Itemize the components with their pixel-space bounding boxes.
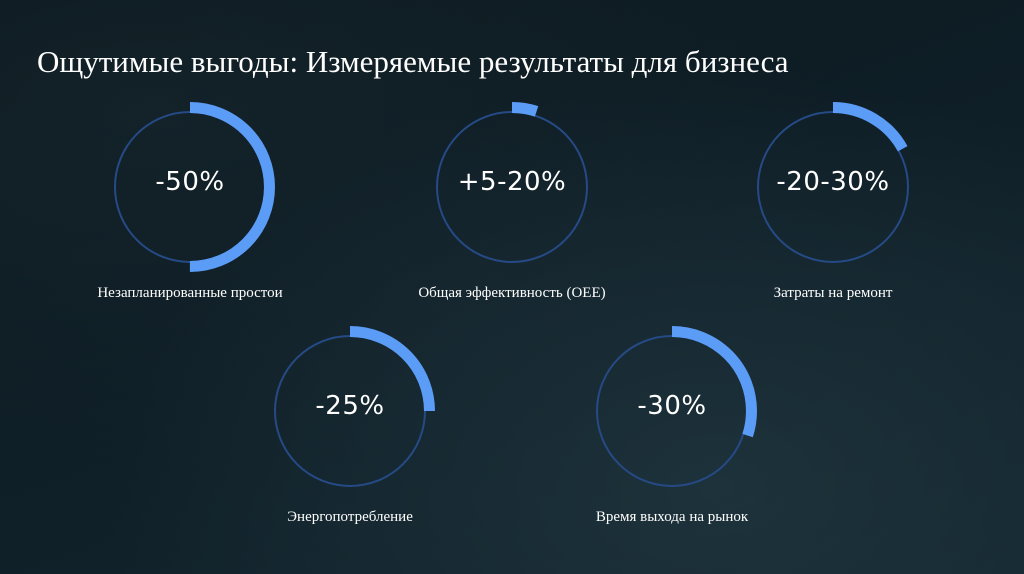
slide-title: Ощутимые выгоды: Измеряемые результаты д… bbox=[37, 44, 789, 79]
ring-fill bbox=[748, 102, 918, 272]
progress-ring bbox=[587, 326, 757, 496]
metric-value: -20-30% bbox=[776, 167, 890, 197]
metric-gauge-energy: -25% Энергопотребление bbox=[240, 326, 460, 531]
metric-label: Незапланированные простои bbox=[97, 285, 283, 301]
metric-gauge-repair-costs: -20-30% Затраты на ремонт bbox=[723, 102, 943, 307]
ring-fill bbox=[427, 102, 597, 272]
progress-ring bbox=[427, 102, 597, 272]
ring-fill bbox=[265, 326, 435, 496]
metric-value: -25% bbox=[315, 391, 385, 421]
metric-label: Время выхода на рынок bbox=[595, 509, 749, 525]
progress-ring bbox=[265, 326, 435, 496]
progress-ring bbox=[748, 102, 918, 272]
metric-label: Общая эффективность (OEE) bbox=[418, 285, 606, 301]
ring-fill bbox=[587, 326, 757, 496]
progress-ring bbox=[105, 102, 275, 272]
metric-value: +5-20% bbox=[457, 167, 567, 197]
metric-gauge-oee: +5-20% Общая эффективность (OEE) bbox=[402, 102, 622, 307]
metric-gauge-time-to-market: -30% Время выхода на рынок bbox=[562, 326, 782, 531]
metric-gauge-downtime: -50% Незапланированные простои bbox=[80, 102, 300, 307]
metric-value: -30% bbox=[637, 391, 707, 421]
ring-fill bbox=[105, 102, 275, 272]
metric-value: -50% bbox=[155, 167, 225, 197]
metric-label: Затраты на ремонт bbox=[773, 285, 893, 301]
metric-label: Энергопотребление bbox=[287, 509, 413, 525]
